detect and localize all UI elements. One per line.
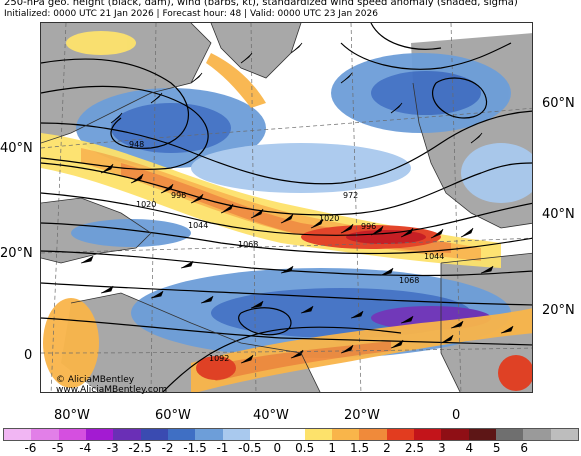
lat-label-right: 40°N xyxy=(542,207,575,222)
colorbar-segment xyxy=(523,429,551,440)
lat-label-left: 20°N xyxy=(0,246,33,261)
colorbar-segment xyxy=(222,429,250,440)
wind-barbs xyxy=(80,42,514,364)
contour-label: 996 xyxy=(361,222,376,231)
colorbar-segment xyxy=(58,429,86,440)
colorbar-segment xyxy=(113,429,141,440)
watermark-url: www.AliciaMBentley.com xyxy=(56,385,168,395)
colorbar-segment xyxy=(468,429,496,440)
lat-label-left: 0 xyxy=(24,348,33,363)
colorbar-tick-label: 0.5 xyxy=(295,441,315,455)
colorbar-tick-label: -2.5 xyxy=(128,441,152,455)
colorbar-segment xyxy=(140,429,168,440)
contour-label: 1020 xyxy=(136,200,156,209)
contour-label: 1092 xyxy=(209,354,229,363)
colorbar-segment xyxy=(495,429,524,440)
contour-label: 948 xyxy=(129,140,144,149)
colorbar-tick-label: -1 xyxy=(216,441,229,455)
colorbar-tick-label: -0.5 xyxy=(238,441,262,455)
lon-label: 0 xyxy=(452,408,461,423)
colorbar-segment xyxy=(413,429,442,440)
colorbar-tick-label: -6 xyxy=(24,441,37,455)
colorbar-tick-label: -5 xyxy=(51,441,64,455)
lat-label-left: 40°N xyxy=(0,141,33,156)
contour-label: 1044 xyxy=(424,252,444,261)
colorbar-segment xyxy=(304,429,332,440)
colorbar-segment xyxy=(386,429,414,440)
watermark: © AliciaMBentley www.AliciaMBentley.com xyxy=(56,375,167,395)
colorbar-tick-label: 0 xyxy=(273,441,282,455)
colorbar-tick-label: -1.5 xyxy=(183,441,207,455)
colorbar-tick-label: 2 xyxy=(383,441,391,455)
contour-label: 972 xyxy=(343,191,358,200)
lat-label-right: 20°N xyxy=(542,303,575,318)
lon-label: 20°W xyxy=(344,408,380,423)
watermark-line: © AliciaMBentley xyxy=(56,375,135,385)
colorbar-tick-label: 1 xyxy=(328,441,336,455)
lon-label: 60°W xyxy=(155,408,191,423)
colorbar-segment xyxy=(331,429,360,440)
contour-label: 996 xyxy=(171,191,186,200)
colorbar-segment xyxy=(441,429,469,440)
colorbar-segment xyxy=(85,429,114,440)
colorbar-tick-label: -3 xyxy=(106,441,119,455)
colorbar-tick-label: -2 xyxy=(161,441,174,455)
colorbar-segment xyxy=(249,429,278,440)
colorbar-segment xyxy=(195,429,223,440)
colorbar-segment xyxy=(31,429,59,440)
colorbar-segment xyxy=(550,429,578,440)
lon-label: 40°W xyxy=(253,408,289,423)
contour-label: 1020 xyxy=(319,214,339,223)
colorbar-tick-label: 5 xyxy=(492,441,501,455)
contour-label: 1068 xyxy=(238,240,258,249)
colorbar-segment xyxy=(4,429,32,440)
lon-label: 80°W xyxy=(54,408,90,423)
map-title: 250-hPa geo. height (black, dam), wind (… xyxy=(4,0,518,8)
map-subtitle: Initialized: 0000 UTC 21 Jan 2026 | Fore… xyxy=(4,9,378,19)
coastlines xyxy=(41,23,532,392)
colorbar-tick-label: 4 xyxy=(465,441,474,455)
colorbar-tick-label: 6 xyxy=(520,441,528,455)
contour-label: 1068 xyxy=(399,276,419,285)
colorbar-segment xyxy=(359,429,387,440)
colorbar-segment xyxy=(167,429,196,440)
colorbar xyxy=(3,428,579,441)
colorbar-tick-label: 3 xyxy=(438,441,446,455)
contour-label: 1044 xyxy=(188,221,208,230)
lat-label-right: 60°N xyxy=(542,96,575,111)
colorbar-segment xyxy=(277,429,305,440)
weather-map: 948 996 1020 1044 1068 972 996 1020 1044… xyxy=(40,22,533,393)
colorbar-tick-label: 2.5 xyxy=(404,441,424,455)
colorbar-tick-label: 1.5 xyxy=(350,441,370,455)
colorbar-tick-label: -4 xyxy=(79,441,92,455)
